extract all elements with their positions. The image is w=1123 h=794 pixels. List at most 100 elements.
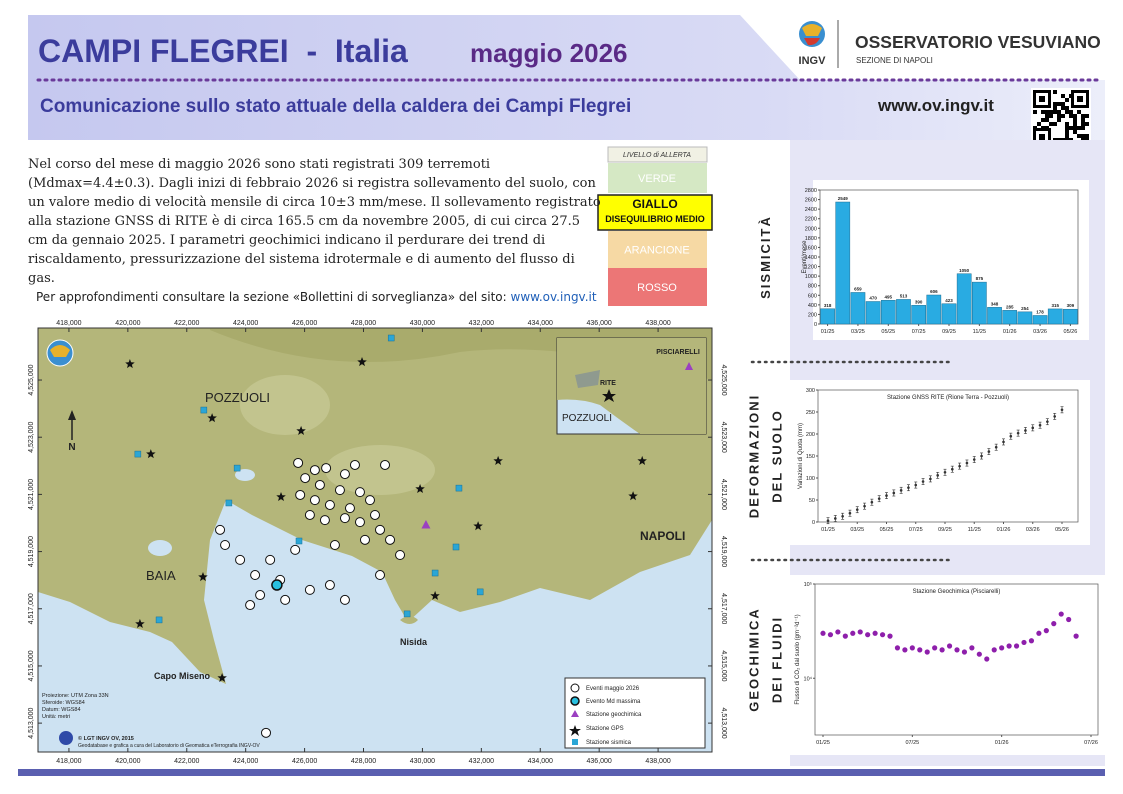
bar: [911, 305, 926, 325]
header-logo-area: [740, 15, 1105, 80]
data-point: [1036, 630, 1042, 636]
alert-level: [608, 163, 707, 193]
inset-label: PISCIARELLI: [656, 349, 700, 356]
data-point: [943, 470, 947, 474]
earthquake: [314, 479, 325, 490]
map-x-tick-label: 426,000: [292, 320, 317, 327]
map-x-tick-label: 418,000: [56, 320, 81, 327]
value-label: 315: [1051, 303, 1059, 308]
legend-label: Evento Md massima: [586, 699, 641, 705]
map-crater: [240, 375, 330, 435]
y-tick-label: 250: [806, 410, 815, 416]
logo-label: INGV: [799, 55, 827, 67]
legend-symbol: [570, 696, 580, 706]
seismic-station: [452, 543, 460, 551]
map-copyright: © LGT INGV OV, 2015: [78, 735, 134, 742]
panel-title: SISMICITÀ: [758, 215, 773, 299]
y-tick-label: 400: [808, 303, 817, 309]
y-tick-label: 1000: [805, 274, 817, 280]
earthquake: [319, 515, 330, 526]
header-month: maggio 2026: [470, 38, 628, 68]
place-label: Capo Miseno: [154, 671, 211, 681]
y-tick-label: 10⁵: [804, 581, 812, 588]
gps-station: [276, 492, 286, 501]
earthquake: [304, 584, 315, 595]
map-y-tick-label: 4,513,000: [720, 708, 727, 739]
x-tick-label: 11/25: [973, 329, 986, 335]
earthquake: [293, 457, 304, 468]
data-point: [855, 508, 859, 511]
earthquake: [359, 534, 370, 545]
map-y-tick-label: 4,517,000: [720, 593, 727, 624]
data-point: [885, 494, 888, 497]
map-y-tick-label: 4,521,000: [28, 479, 35, 510]
footer-bar: [18, 769, 1105, 776]
value-label: 606: [930, 289, 938, 294]
earthquake: [354, 517, 365, 528]
earthquake: [220, 540, 231, 551]
gps-station: [473, 521, 483, 531]
earthquake: [339, 594, 350, 605]
qr-module: [1049, 110, 1053, 114]
bar: [880, 300, 896, 325]
map-credit: Sferoide: WGS84: [42, 700, 85, 706]
plot-frame: [814, 583, 1099, 736]
qr-module: [1053, 110, 1057, 114]
map-lake: [235, 469, 255, 481]
alert-title: LIVELLO di ALLERTA: [623, 152, 691, 159]
inset-label: RITE: [600, 380, 616, 387]
y-tick-label: 2800: [805, 188, 817, 194]
y-axis-label: Variazioni di Quota (mm): [798, 423, 804, 489]
qr-module: [1069, 114, 1073, 118]
legend-label: Eventi maggio 2026: [586, 686, 640, 692]
intro-link[interactable]: www.ov.ingv.it: [510, 290, 597, 304]
gps-station: [125, 359, 135, 369]
data-point: [1024, 429, 1027, 432]
gps-station: [198, 572, 208, 582]
map-credit: Proiezione: UTM Zona 33N: [42, 693, 109, 699]
value-label: 318: [824, 303, 832, 308]
map-land: [38, 328, 712, 684]
earthquake: [300, 473, 311, 484]
map-y-tick-label: 4,513,000: [28, 707, 35, 738]
value-label: 470: [869, 296, 877, 301]
earthquake: [329, 540, 340, 551]
earthquake: [339, 513, 350, 524]
logo-globe-part: [804, 38, 820, 46]
qr-module: [1065, 98, 1069, 102]
map-x-tick-label: 438,000: [645, 320, 670, 327]
y-tick-label: 2200: [805, 217, 817, 223]
data-point: [936, 474, 939, 477]
data-point: [999, 645, 1005, 651]
data-point: [958, 464, 961, 468]
x-tick-label: 01/25: [821, 527, 835, 533]
earthquake: [309, 465, 320, 476]
qr-module: [1061, 106, 1065, 110]
map-frame: [37, 327, 713, 753]
data-point: [994, 445, 998, 449]
x-tick-label: 07/25: [909, 527, 923, 533]
data-point: [991, 647, 997, 653]
x-tick-label: 01/25: [816, 740, 830, 746]
north-arrow-head: [68, 410, 76, 420]
intro-more: Per approfondimenti consultare la sezion…: [36, 290, 597, 304]
plot-frame: [817, 389, 1079, 523]
earthquake: [334, 485, 345, 496]
map-x-tick-label: 436,000: [587, 320, 612, 327]
earthquake: [349, 459, 360, 470]
qr-module: [1069, 110, 1073, 114]
y-tick-label: 2600: [805, 198, 817, 204]
header-url[interactable]: www.ov.ingv.it: [877, 96, 994, 115]
data-point: [902, 647, 908, 653]
y-tick-label: 2400: [805, 207, 817, 213]
seismic-station: [225, 499, 233, 507]
qr-module: [1049, 114, 1053, 118]
bar: [835, 201, 851, 325]
legend-label: Stazione sismica: [586, 740, 632, 746]
data-point: [909, 645, 915, 651]
data-point: [914, 483, 918, 487]
map-x-tick-label: 420,000: [115, 320, 140, 327]
credit-logo: [59, 731, 73, 745]
geochem-station: [421, 519, 431, 529]
